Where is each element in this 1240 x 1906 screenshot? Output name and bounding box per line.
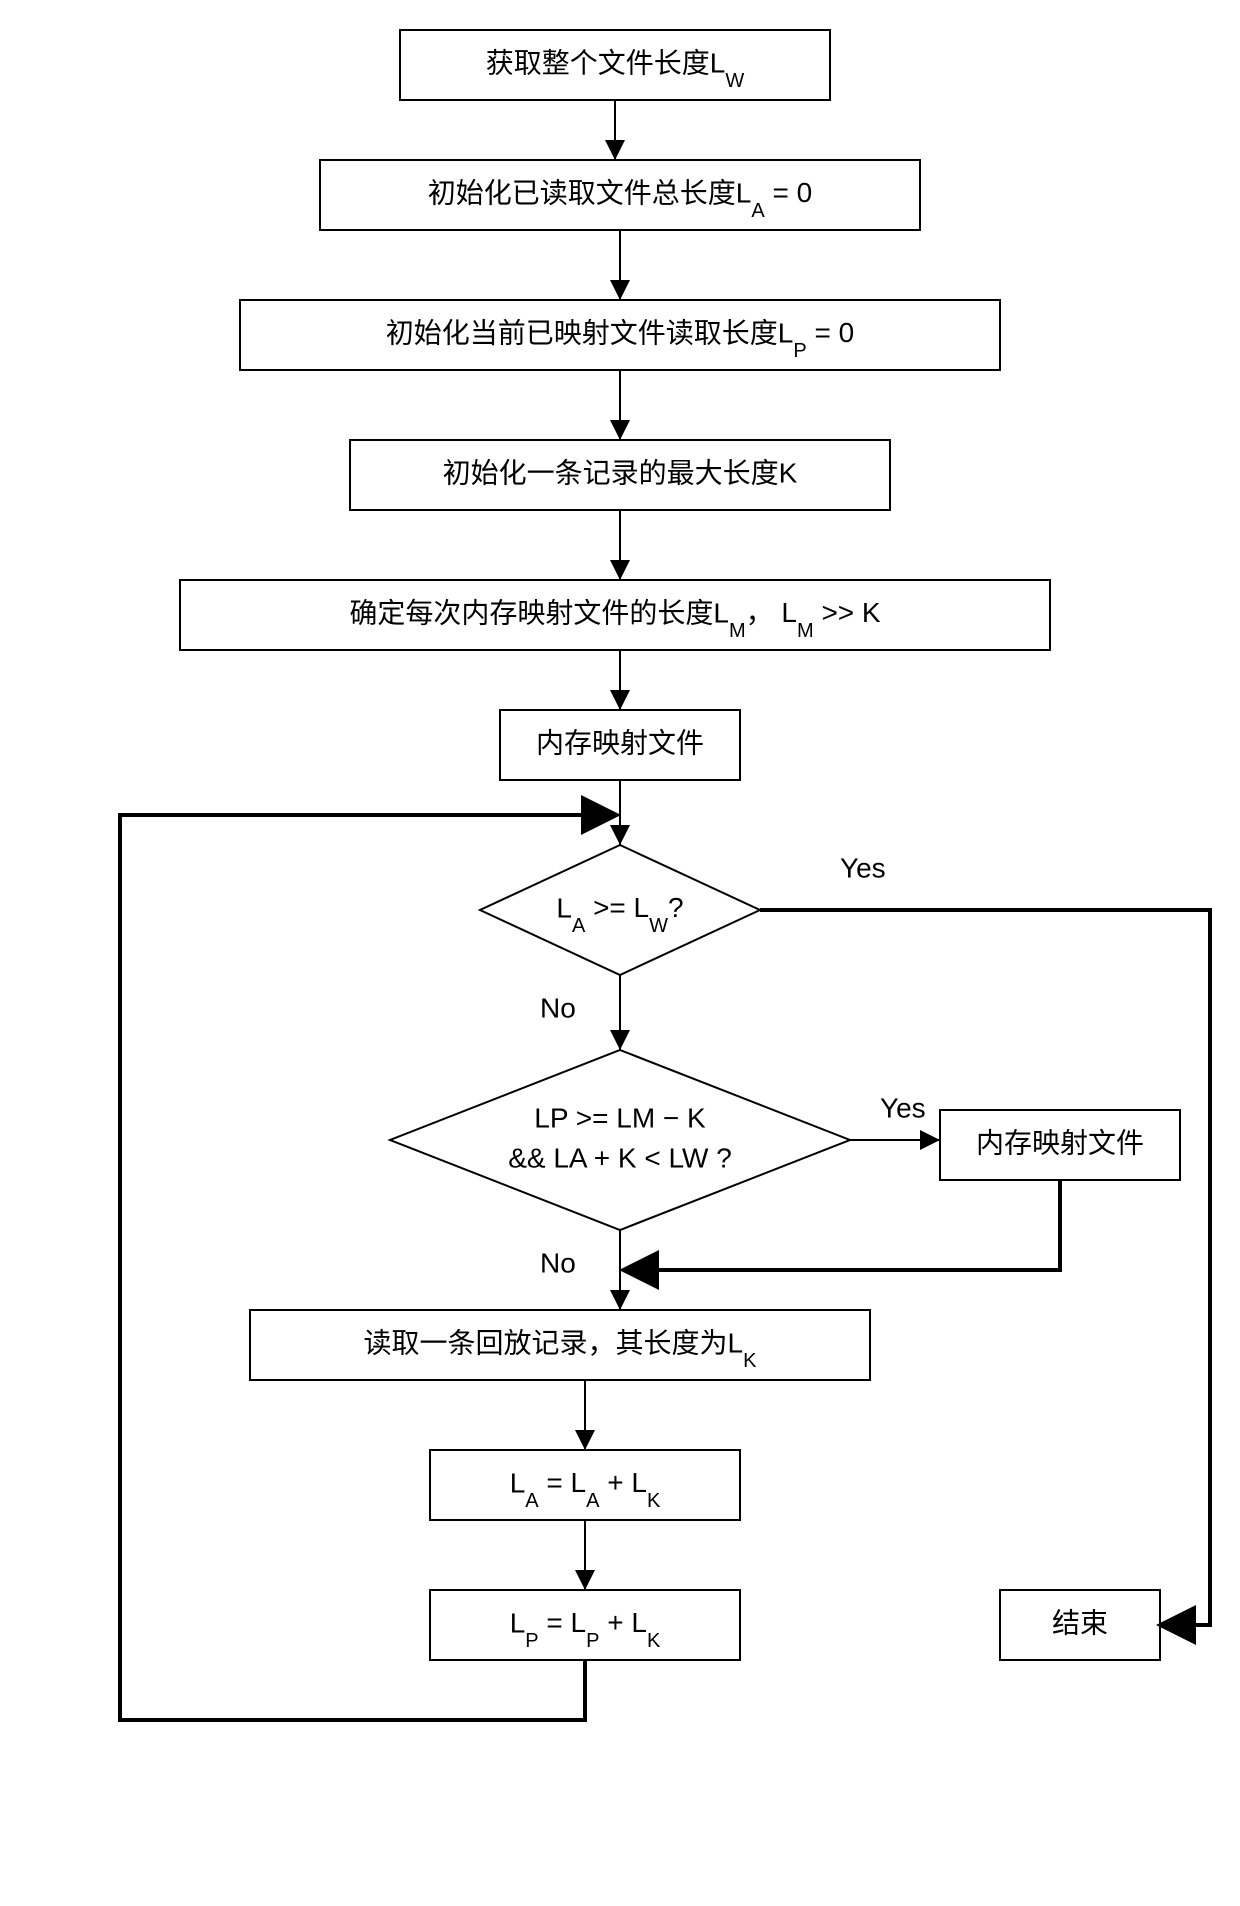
label-no-2: No (540, 1247, 576, 1278)
decision-lp-lm-text2: && LA + K < LW ? (508, 1142, 732, 1173)
node-map-file-2-text: 内存映射文件 (976, 1127, 1144, 1158)
node-end-text: 结束 (1052, 1607, 1108, 1638)
node-map-file-1-text: 内存映射文件 (536, 727, 704, 758)
arrow-d1-end (760, 910, 1210, 1625)
label-yes-2: Yes (880, 1092, 926, 1123)
decision-lp-lm (390, 1050, 850, 1230)
decision-lp-lm-text1: LP >= LM − K (534, 1102, 706, 1133)
node-init-k-text: 初始化一条记录的最大长度K (443, 457, 798, 488)
label-yes-1: Yes (840, 852, 886, 883)
sub-w: W (725, 70, 744, 92)
label-no-1: No (540, 992, 576, 1023)
